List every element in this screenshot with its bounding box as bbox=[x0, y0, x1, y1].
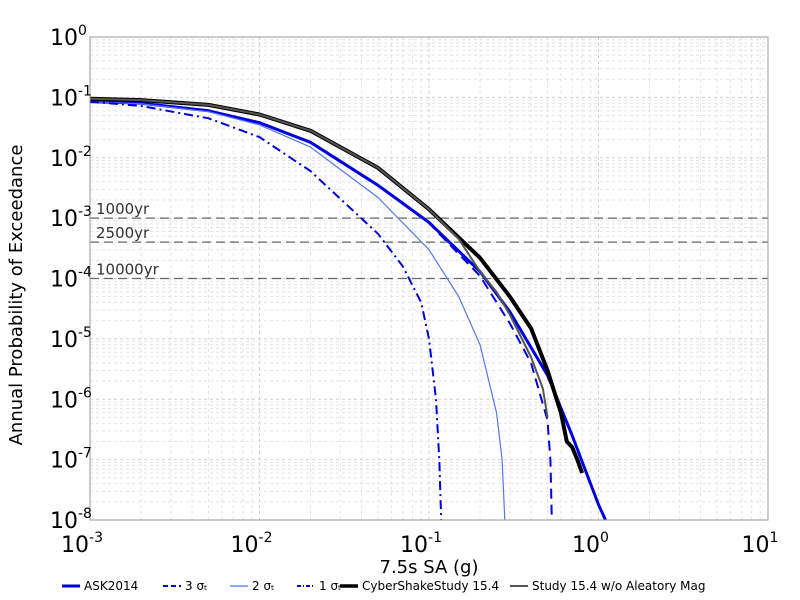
legend-label: Study 15.4 w/o Aleatory Mag bbox=[532, 579, 706, 593]
y-tick-labels: 100 10-1 10-2 10-3 10-4 10-5 10-6 10-7 10-8 bbox=[50, 23, 92, 534]
tick-label: 10-3 bbox=[61, 530, 103, 558]
series-line bbox=[89, 100, 553, 521]
legend-label: CyberShakeStudy 15.4 bbox=[362, 579, 499, 593]
series-line bbox=[89, 100, 607, 521]
legend-item[interactable]: CyberShakeStudy 15.4 bbox=[340, 579, 499, 593]
x-tick-labels: 10-3 10-2 10-1 100 101 bbox=[61, 530, 778, 558]
tick-label: 10-6 bbox=[50, 385, 92, 413]
return-period-label: 2500yr bbox=[96, 224, 150, 242]
tick-label: 100 bbox=[50, 23, 87, 51]
series-line bbox=[89, 100, 443, 521]
tick-label: 10-1 bbox=[50, 83, 92, 111]
tick-label: 10-2 bbox=[231, 530, 273, 558]
return-period-label: 10000yr bbox=[96, 261, 160, 279]
return-period-label: 1000yr bbox=[96, 200, 150, 218]
legend[interactable]: ASK2014 3 σₜ 2 σₜ 1 σₜ CyberShakeStudy 15.4 S… bbox=[62, 579, 706, 593]
legend-label: 1 σₜ bbox=[319, 579, 342, 593]
legend-label: ASK2014 bbox=[84, 579, 138, 593]
series-line bbox=[89, 101, 506, 521]
tick-label: 10-2 bbox=[50, 144, 92, 172]
legend-item[interactable]: 3 σₜ bbox=[163, 579, 208, 593]
plot-frame bbox=[89, 36, 769, 521]
tick-label: 10-7 bbox=[50, 446, 92, 474]
return-period-lines: 1000yr 2500yr 10000yr bbox=[90, 200, 768, 280]
y-axis-title: Annual Probability of Exceedance bbox=[6, 145, 27, 446]
legend-label: 2 σₜ bbox=[252, 579, 275, 593]
tick-label: 10-5 bbox=[50, 325, 92, 353]
x-axis-title: 7.5s SA (g) bbox=[380, 557, 479, 578]
legend-label: 3 σₜ bbox=[185, 579, 208, 593]
legend-item[interactable]: 1 σₜ bbox=[297, 579, 342, 593]
series-line bbox=[89, 97, 549, 418]
legend-item[interactable]: Study 15.4 w/o Aleatory Mag bbox=[510, 579, 706, 593]
tick-label: 10-1 bbox=[400, 530, 442, 558]
tick-label: 101 bbox=[742, 530, 779, 558]
series-lines bbox=[89, 96, 607, 521]
tick-label: 10-8 bbox=[50, 506, 92, 534]
series-line bbox=[89, 96, 584, 474]
legend-item[interactable]: 2 σₜ bbox=[230, 579, 275, 593]
tick-label: 10-4 bbox=[50, 265, 92, 293]
tick-label: 100 bbox=[572, 530, 609, 558]
legend-item[interactable]: ASK2014 bbox=[62, 579, 138, 593]
tick-label: 10-3 bbox=[50, 204, 92, 232]
